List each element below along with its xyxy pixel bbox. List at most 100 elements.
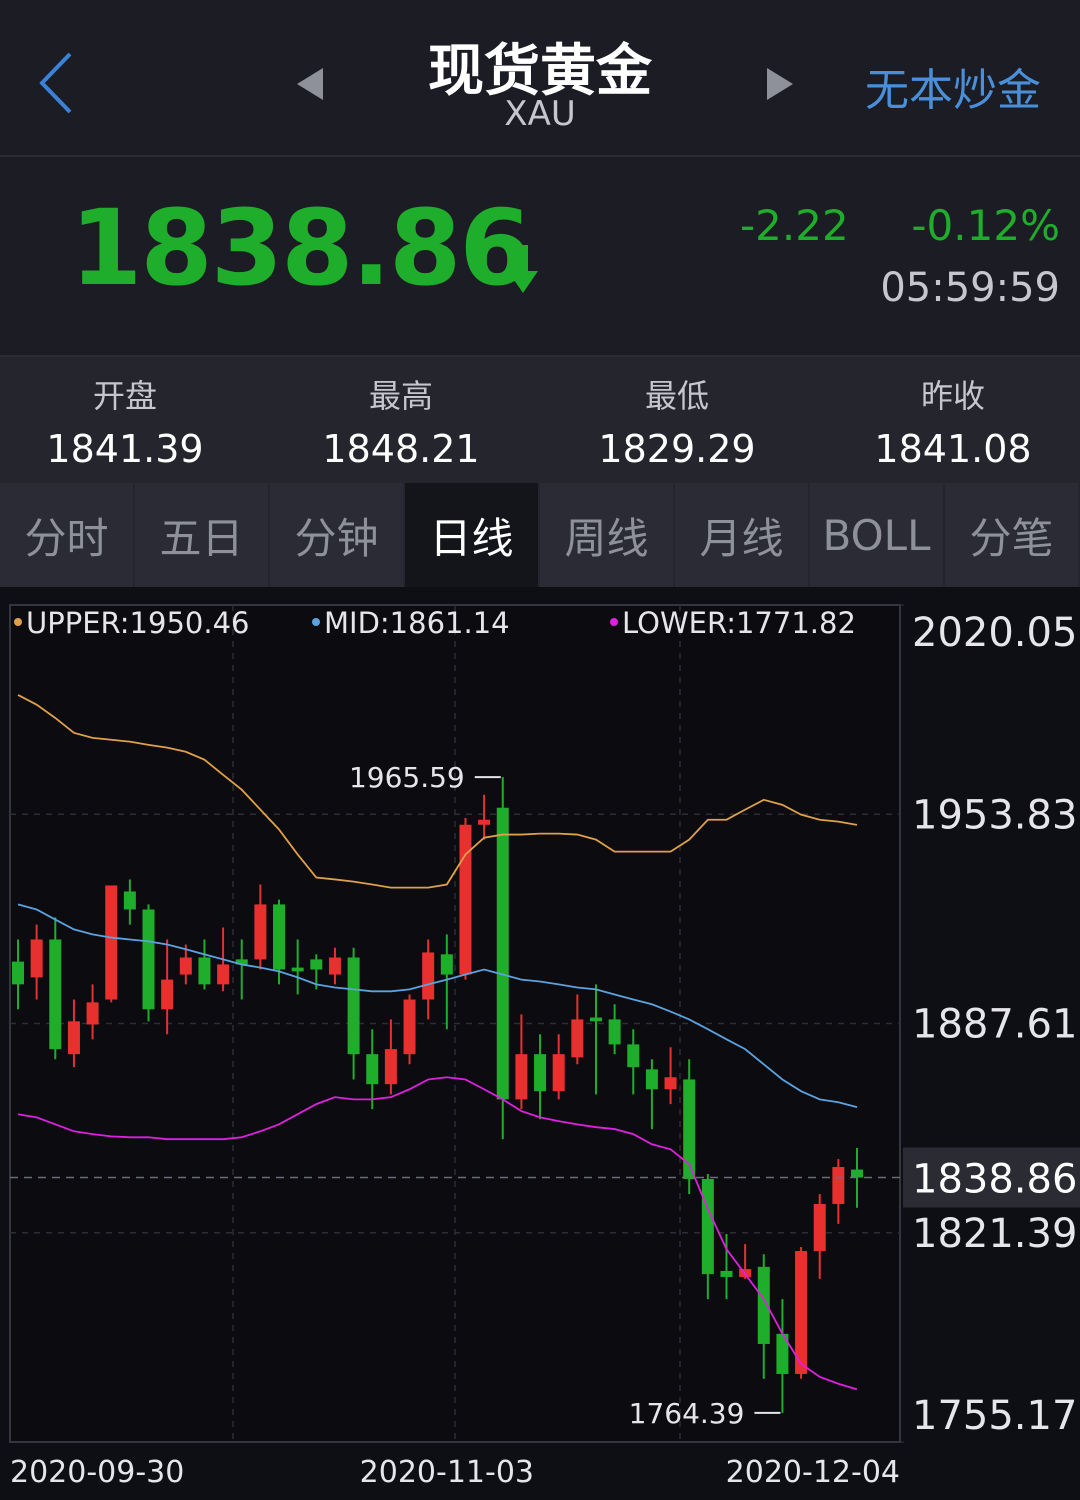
candle-body xyxy=(664,1077,677,1090)
tab[interactable]: 分笔 xyxy=(945,483,1080,587)
candle-body xyxy=(328,957,341,975)
candle-body xyxy=(701,1178,714,1275)
candle-body xyxy=(496,807,509,1100)
price: 1838.86 xyxy=(70,187,532,309)
candle-body xyxy=(291,967,304,972)
tab[interactable]: 分钟 xyxy=(270,483,405,587)
prev-button[interactable] xyxy=(295,68,325,100)
candle-body xyxy=(86,1002,99,1025)
candle-body xyxy=(366,1054,379,1085)
band-line xyxy=(17,903,858,1109)
back-button[interactable] xyxy=(36,50,76,116)
candle-body xyxy=(795,1251,808,1374)
time: 05:59:59 xyxy=(880,265,1060,311)
candle-body xyxy=(645,1069,658,1090)
tab[interactable]: BOLL xyxy=(810,483,945,587)
band-line xyxy=(17,1076,858,1391)
candle-body xyxy=(459,824,472,975)
candle-body xyxy=(534,1054,547,1092)
tab[interactable]: 月线 xyxy=(675,483,810,587)
legend-dot xyxy=(14,618,22,626)
candle-body xyxy=(589,1017,602,1022)
annotation-label: 1965.59 xyxy=(349,761,465,794)
legend-label: UPPER:1950.46 xyxy=(26,606,249,640)
stat: 开盘 1841.39 xyxy=(0,357,263,471)
x-tick-label: 2020-12-04 xyxy=(726,1455,900,1490)
change: -2.22 xyxy=(740,201,849,250)
last-price-label: 1838.86 xyxy=(912,1157,1077,1203)
stat-value: 1841.39 xyxy=(46,427,204,471)
candle-body xyxy=(608,1019,621,1045)
tab[interactable]: 分时 xyxy=(0,483,135,587)
legend-label: MID:1861.14 xyxy=(324,606,510,640)
stat: 昨收 1841.08 xyxy=(815,357,1080,471)
stat-label: 最低 xyxy=(644,377,709,415)
candle-body xyxy=(30,939,43,978)
candle-body xyxy=(403,999,416,1055)
stats-panel: 开盘 1841.39 最高 1848.21 最低 1829.29 昨收 1841.08 xyxy=(0,357,1080,483)
candle-body xyxy=(757,1266,770,1344)
candle-body xyxy=(347,957,360,1055)
down-arrow xyxy=(508,245,538,293)
band-line xyxy=(17,694,858,889)
x-tick-label: 2020-09-30 xyxy=(10,1455,184,1490)
tab-bar: 分时 五日 分钟 日线 周线 月线 BOLL 分笔 xyxy=(0,483,1080,587)
candle-body xyxy=(776,1333,789,1374)
candle-body xyxy=(571,1019,584,1058)
candle-body xyxy=(478,819,491,825)
candle-body xyxy=(422,952,435,1000)
y-tick-label: 1887.61 xyxy=(912,1002,1077,1048)
candle-body xyxy=(813,1203,826,1252)
candle-body xyxy=(552,1054,565,1092)
stat-label: 昨收 xyxy=(920,377,985,415)
candle-body xyxy=(832,1166,845,1204)
candle-body xyxy=(12,961,24,985)
y-tick-label: 1755.17 xyxy=(912,1393,1077,1439)
candle-body xyxy=(235,959,248,965)
title: 现货黄金 xyxy=(428,39,652,104)
promo-link[interactable]: 无本炒金 xyxy=(865,65,1041,116)
legend-dot xyxy=(610,618,618,626)
tab[interactable]: 日线 xyxy=(405,483,540,587)
stat: 最低 1829.29 xyxy=(539,357,815,471)
candle-body xyxy=(384,1049,397,1085)
tab[interactable]: 五日 xyxy=(135,483,270,587)
y-tick-label: 1821.39 xyxy=(912,1211,1077,1257)
stat-value: 1829.29 xyxy=(598,427,756,471)
candle-body xyxy=(105,885,118,1000)
tab[interactable]: 周线 xyxy=(540,483,675,587)
candle-body xyxy=(142,909,155,1010)
candle-body xyxy=(440,954,453,975)
legend-label: LOWER:1771.82 xyxy=(622,606,856,640)
x-tick-label: 2020-11-03 xyxy=(360,1455,534,1490)
candle-body xyxy=(179,957,192,975)
change-percent: -0.12% xyxy=(911,201,1060,250)
legend-dot xyxy=(312,618,320,626)
next-button[interactable] xyxy=(765,68,795,100)
candle-body xyxy=(161,979,174,1010)
candle-body xyxy=(851,1169,863,1178)
candle-body xyxy=(67,1021,80,1055)
stat-label: 开盘 xyxy=(92,377,157,415)
candle-body xyxy=(627,1044,640,1068)
stat-value: 1848.21 xyxy=(322,427,480,471)
stat-label: 最高 xyxy=(368,377,433,415)
candle-body xyxy=(198,957,211,985)
subtitle: XAU xyxy=(504,94,576,134)
candle-body xyxy=(515,1054,528,1100)
candle-body xyxy=(310,959,323,970)
candle-body xyxy=(720,1270,733,1277)
candle-body xyxy=(217,964,230,985)
quote-panel: 1838.86 -2.22 -0.12% 05:59:59 xyxy=(0,157,1080,357)
header: 现货黄金 XAU 无本炒金 xyxy=(0,0,1080,157)
y-tick-label: 1953.83 xyxy=(912,792,1077,838)
candle-body xyxy=(49,939,62,1050)
candle-body xyxy=(254,904,267,960)
stat-value: 1841.08 xyxy=(874,427,1032,471)
annotation-label: 1764.39 xyxy=(629,1397,745,1430)
chart: 2020.05 1953.83 1887.61 1821.39 1755.17 2020-… xyxy=(9,604,1080,1490)
candle-body xyxy=(273,904,286,970)
candle-body xyxy=(123,891,136,910)
last-price-box xyxy=(903,1147,1080,1208)
